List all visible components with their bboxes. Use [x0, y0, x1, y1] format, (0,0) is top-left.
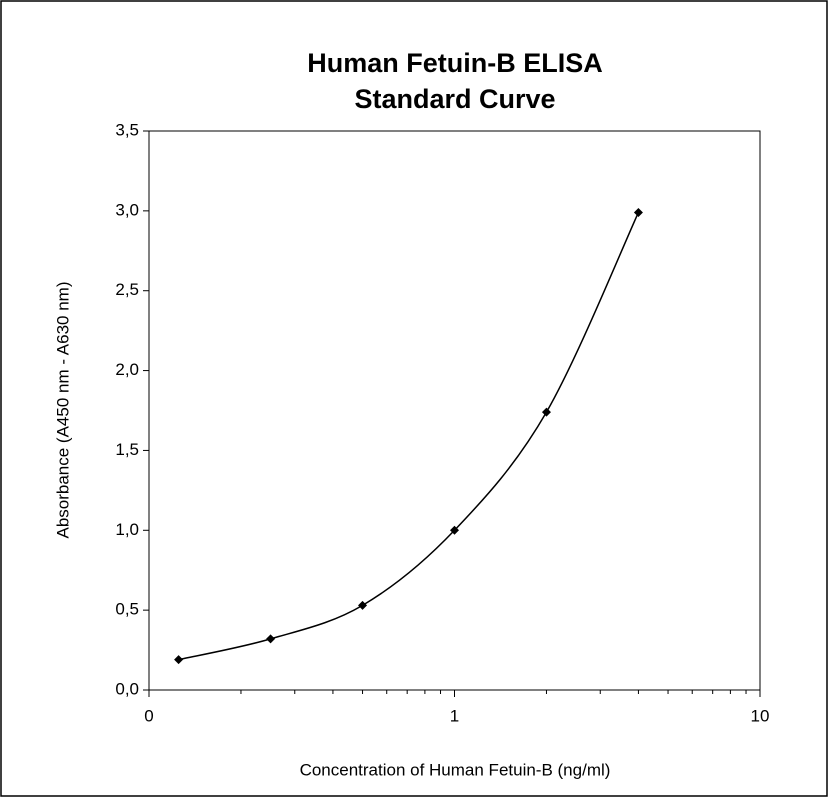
y-tick-label: 3,5	[115, 120, 139, 139]
y-tick-label: 3,0	[115, 200, 139, 219]
y-tick-label: 0,0	[115, 679, 139, 698]
chart-subtitle: Standard Curve	[354, 84, 555, 114]
y-tick-label: 1,0	[115, 520, 139, 539]
data-point	[541, 407, 551, 417]
x-tick-label: 1	[450, 706, 459, 725]
x-tick-label: 10	[751, 706, 770, 725]
y-tick-label: 2,0	[115, 360, 139, 379]
y-tick-label: 2,5	[115, 280, 139, 299]
data-point	[358, 600, 368, 610]
data-point	[450, 525, 459, 535]
data-point	[174, 655, 184, 665]
data-point	[633, 207, 643, 217]
chart-title: Human Fetuin-B ELISA	[307, 48, 603, 78]
x-tick-label: 0	[144, 706, 153, 725]
y-axis-label: Absorbance (A450 nm - A630 nm)	[53, 281, 72, 538]
y-tick-label: 0,5	[115, 600, 139, 619]
data-point	[266, 634, 276, 644]
y-tick-label: 1,5	[115, 440, 139, 459]
x-axis-label: Concentration of Human Fetuin-B (ng/ml)	[300, 760, 611, 779]
